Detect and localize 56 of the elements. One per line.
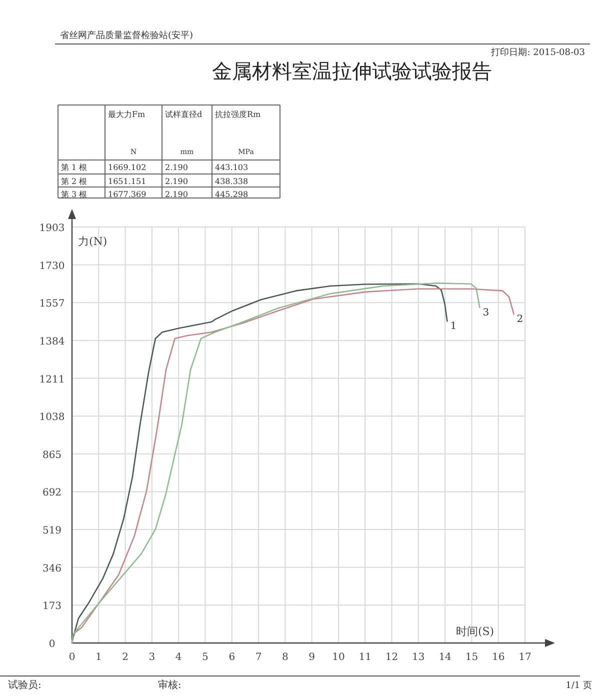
text: 审核: <box>158 679 182 691</box>
x-tick-label: 12 <box>385 652 398 663</box>
x-tick-label: 10 <box>332 652 345 663</box>
x-tick-label: 14 <box>438 652 452 663</box>
text: 1669.102 <box>108 163 146 172</box>
text: 第 3 根 <box>61 190 88 199</box>
text: 2.190 <box>165 190 188 199</box>
y-tick-label: 519 <box>42 526 62 537</box>
text: 443.103 <box>215 163 248 172</box>
series-label: 2 <box>516 314 524 326</box>
text: 打印日期: 2015-08-03 <box>490 47 586 58</box>
y-tick-label: 1211 <box>39 374 65 386</box>
text: 1651.151 <box>108 177 146 186</box>
x-tick-label: 4 <box>175 652 182 663</box>
y-tick-label: 173 <box>42 601 62 612</box>
y-tick-label: 0 <box>48 639 56 650</box>
x-tick-label: 15 <box>465 652 478 663</box>
x-tick-label: 8 <box>282 652 288 663</box>
y-tick-label: 1557 <box>39 298 65 310</box>
text: 金属材料室温拉伸试验试验报告 <box>212 59 492 83</box>
text: 1/1 页 <box>566 681 592 691</box>
text: 试样直径d <box>165 110 202 119</box>
x-tick-label: 17 <box>518 652 532 663</box>
y-tick-label: 692 <box>42 488 62 499</box>
text: 2.190 <box>165 177 188 186</box>
text: 2.190 <box>165 163 188 172</box>
text: 1677.369 <box>108 190 146 199</box>
text: 第 2 根 <box>61 177 88 186</box>
text: 省丝网产品质量监督检验站(安平) <box>60 30 194 41</box>
y-tick-label: 1730 <box>39 260 65 272</box>
x-tick-label: 2 <box>122 652 128 663</box>
text: 抗拉强度Rm <box>215 110 262 119</box>
x-tick-label: 3 <box>148 652 156 663</box>
text: 最大力Fm <box>108 110 146 119</box>
x-tick-label: 0 <box>68 652 76 663</box>
text: 445.298 <box>215 190 248 199</box>
x-tick-label: 1 <box>95 652 102 663</box>
text: 第 1 根 <box>61 163 88 172</box>
text: 试验员: <box>8 679 42 691</box>
y-axis-title: 力(N) <box>78 235 108 248</box>
x-tick-label: 6 <box>228 652 236 663</box>
x-tick-label: 5 <box>202 652 208 663</box>
x-tick-label: 7 <box>255 652 262 663</box>
x-tick-label: 13 <box>412 652 425 663</box>
y-tick-label: 865 <box>42 450 62 461</box>
y-tick-label: 1384 <box>39 336 65 348</box>
y-tick-label: 1038 <box>39 412 65 424</box>
x-tick-label: 11 <box>358 652 372 663</box>
y-tick-label: 346 <box>42 563 62 574</box>
series-label: 1 <box>450 321 457 332</box>
x-axis-title: 时间(S) <box>456 625 494 638</box>
text: 438.338 <box>215 177 248 186</box>
x-tick-label: 9 <box>308 652 316 663</box>
x-tick-label: 16 <box>492 652 505 663</box>
series-label: 3 <box>482 307 490 318</box>
y-tick-label: 1903 <box>39 223 65 234</box>
